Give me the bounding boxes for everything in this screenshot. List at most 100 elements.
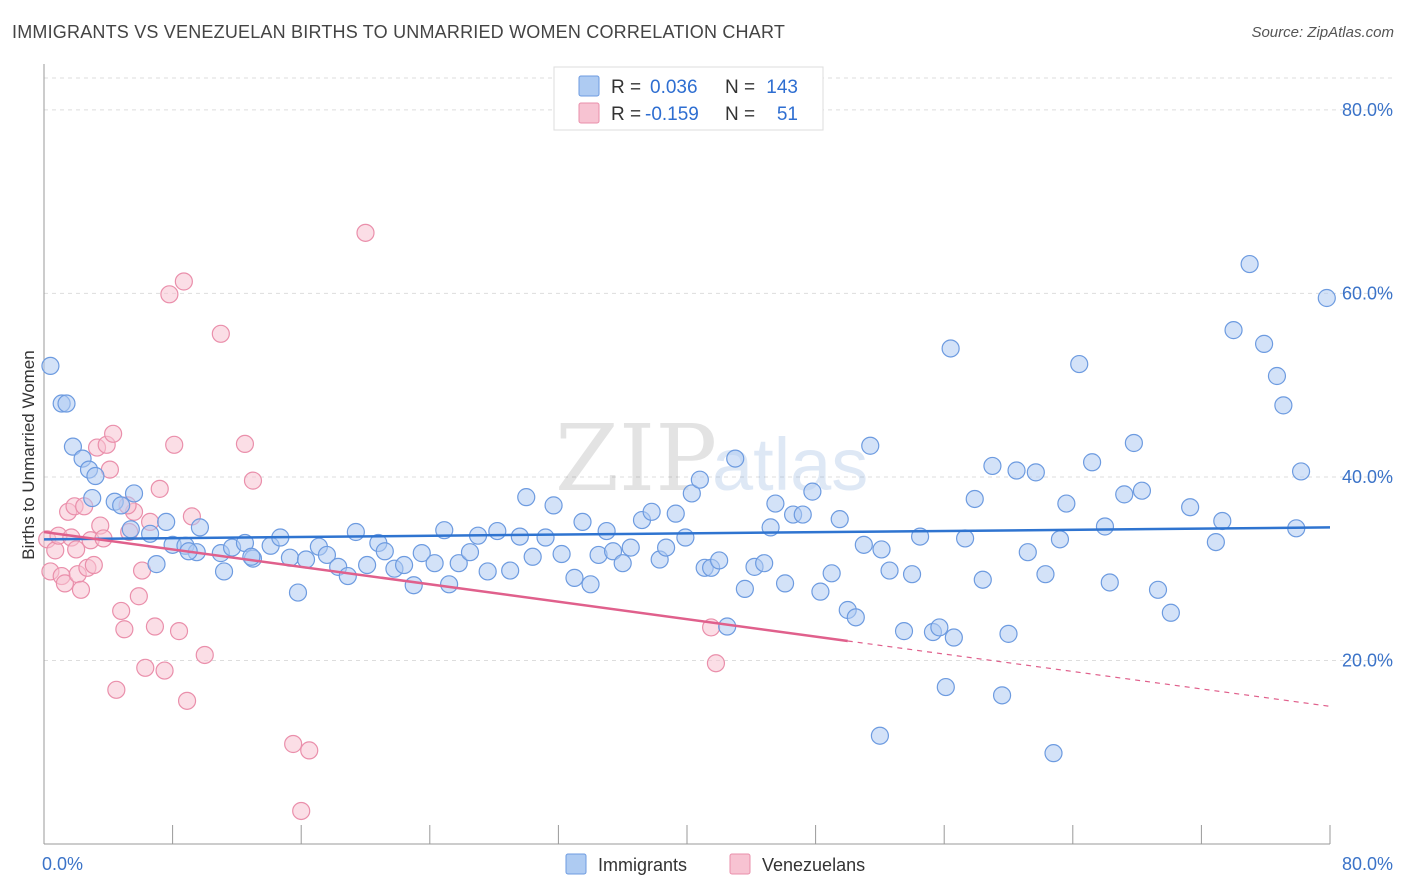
y-tick-label-3: 80.0%	[1342, 100, 1393, 120]
immigrants-point	[1026, 463, 1045, 482]
series-legend: Immigrants Venezuelans	[565, 853, 865, 875]
legend-r-label-1: R =	[611, 77, 641, 98]
immigrants-point	[1100, 573, 1119, 592]
immigrants-point	[478, 562, 497, 581]
immigrants-point	[880, 561, 899, 580]
immigrants-point	[338, 566, 357, 586]
immigrants-point	[1070, 354, 1089, 374]
venezuelans-trend-line	[43, 530, 848, 643]
legend-r-value-1: 0.036	[650, 77, 698, 98]
venezuelans-point	[300, 741, 319, 760]
immigrants-point	[140, 524, 160, 543]
immigrants-point	[872, 540, 891, 559]
immigrants-point	[657, 538, 676, 557]
immigrants-point	[894, 622, 914, 641]
immigrants-point	[861, 436, 880, 455]
venezuelans-point	[356, 223, 375, 242]
immigrants-point	[573, 512, 592, 532]
immigrants-point	[803, 482, 822, 501]
immigrants-point	[955, 529, 975, 548]
immigrants-point	[755, 554, 774, 573]
immigrants-point	[793, 505, 812, 524]
immigrants-point	[811, 582, 830, 601]
immigrants-point	[460, 543, 480, 562]
immigrants-point	[317, 545, 337, 565]
immigrants-point	[488, 521, 507, 541]
immigrants-point	[726, 449, 745, 468]
venezuelans-point	[112, 601, 131, 621]
venezuelans-point	[160, 285, 179, 304]
immigrants-point	[1095, 517, 1115, 536]
immigrants-point	[510, 527, 529, 546]
immigrants-point	[242, 547, 261, 566]
legend-swatch-immigrants	[578, 75, 600, 97]
chart-title: IMMIGRANTS VS VENEZUELAN BIRTHS TO UNMAR…	[12, 22, 786, 42]
venezuelans-point	[145, 617, 165, 636]
immigrants-point	[190, 518, 210, 537]
immigrants-point	[63, 437, 83, 456]
immigrants-point	[642, 502, 661, 521]
venezuelans-point	[174, 272, 193, 291]
immigrants-point	[288, 583, 308, 602]
immigrants-point	[394, 555, 414, 575]
venezuelans-point	[129, 587, 148, 606]
immigrants-point	[690, 470, 709, 489]
immigrants-point	[1132, 481, 1152, 500]
immigrants-point	[1161, 603, 1180, 622]
immigrants-point	[1007, 461, 1026, 480]
immigrants-point	[944, 628, 963, 647]
watermark: ZIP atlas	[555, 405, 868, 512]
venezuelans-point	[195, 645, 214, 665]
venezuelans-points	[38, 223, 726, 821]
venezuelans-point	[177, 691, 197, 710]
bottom-legend-swatch-venezuelans	[729, 853, 751, 875]
correlation-legend: R = 0.036 N = 143 R = -0.159 N = 51	[553, 66, 824, 131]
immigrants-point	[676, 528, 695, 547]
immigrants-point	[1044, 744, 1063, 763]
immigrants-point	[83, 488, 102, 508]
immigrants-point	[597, 521, 616, 541]
immigrants-point	[57, 394, 76, 413]
immigrants-point	[1213, 511, 1232, 531]
immigrants-trend-line	[43, 526, 1331, 541]
immigrants-point	[1082, 453, 1102, 472]
immigrants-point	[425, 554, 444, 573]
immigrants-point	[666, 504, 685, 523]
immigrants-point	[1148, 580, 1168, 599]
immigrants-point	[613, 554, 632, 573]
legend-r-value-2: -0.159	[645, 104, 699, 125]
immigrants-point	[1254, 334, 1274, 353]
immigrants-point	[1018, 543, 1037, 562]
immigrants-point	[822, 564, 841, 583]
chart-source: Source: ZipAtlas.com	[1251, 24, 1394, 41]
immigrants-point	[965, 489, 984, 509]
venezuelans-point	[165, 435, 184, 454]
immigrants-point	[121, 520, 140, 539]
immigrants-point	[710, 551, 729, 570]
venezuelans-point	[284, 734, 303, 754]
immigrants-point	[775, 574, 795, 593]
legend-n-value-1: 143	[766, 77, 798, 98]
immigrants-point	[1206, 532, 1225, 552]
immigrants-point	[870, 726, 890, 745]
x-tick-label-1: 80.0%	[1342, 854, 1393, 874]
immigrants-point	[375, 542, 394, 561]
legend-n-value-2: 51	[777, 104, 798, 125]
immigrants-point	[544, 496, 563, 515]
venezuelans-point	[150, 479, 169, 498]
bottom-legend-label-immigrants: Immigrants	[598, 855, 687, 875]
immigrants-point	[86, 466, 105, 486]
y-axis-title: Births to Unmarried Women	[19, 350, 38, 559]
immigrants-point	[523, 547, 542, 566]
immigrants-point	[346, 522, 365, 542]
venezuelans-point	[84, 555, 103, 575]
immigrants-point	[854, 535, 873, 554]
tick-labels: 20.0% 40.0% 60.0% 80.0% 0.0% 80.0%	[42, 100, 1393, 874]
immigrants-point	[536, 528, 555, 547]
venezuelans-point	[71, 580, 91, 599]
immigrants-point	[902, 565, 922, 584]
immigrants-point	[1240, 254, 1259, 274]
immigrants-point	[581, 575, 600, 594]
immigrants-point	[936, 677, 955, 697]
